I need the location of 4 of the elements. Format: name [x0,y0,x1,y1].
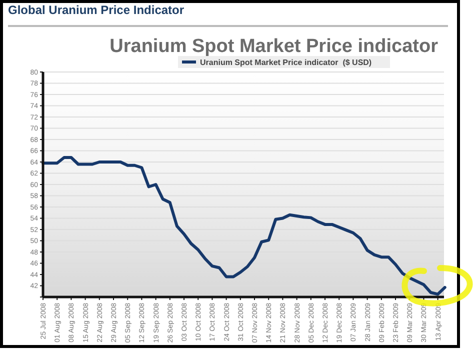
chart-title: Uranium Spot Market Price indicator [110,36,439,57]
chart-subtitle: Global Uranium Price Indicator [8,3,184,17]
line-series [42,156,446,296]
legend-label: Uranium Spot Market Price indicator ($ USD) [200,58,372,67]
